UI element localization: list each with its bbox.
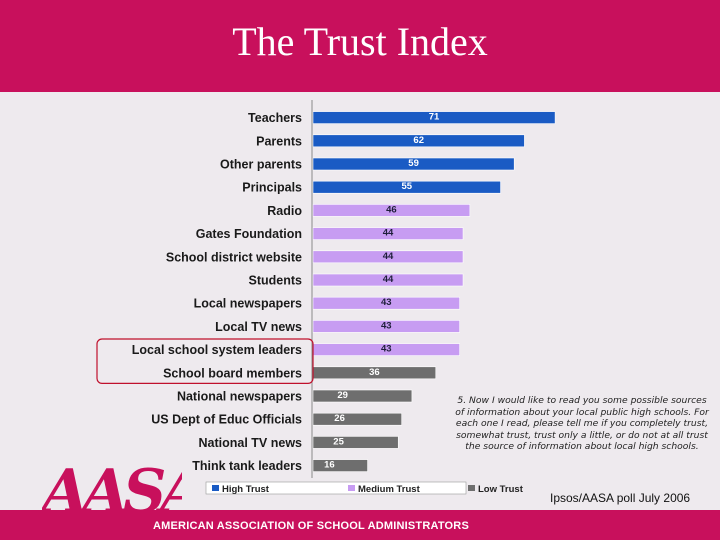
bar	[312, 296, 460, 310]
poll-credit: Ipsos/AASA poll July 2006	[550, 491, 691, 505]
category-label: Students	[249, 274, 303, 288]
category-label: Parents	[256, 134, 302, 148]
data-label: 43	[381, 297, 392, 308]
data-label: 44	[383, 274, 394, 285]
data-label: 44	[383, 228, 394, 239]
category-label: Teachers	[248, 111, 302, 125]
data-label: 46	[386, 204, 397, 215]
category-label: US Dept of Educ Officials	[151, 413, 302, 427]
category-label: Local school system leaders	[132, 343, 302, 357]
footer-bar	[0, 510, 720, 540]
data-label: 16	[324, 460, 335, 471]
category-label: National TV news	[199, 436, 303, 450]
data-label: 44	[383, 251, 394, 262]
category-label: School district website	[166, 250, 302, 264]
bar	[312, 157, 515, 171]
bar	[312, 273, 464, 287]
bar	[312, 389, 413, 403]
category-label: Radio	[267, 204, 302, 218]
category-label: Gates Foundation	[196, 227, 302, 241]
bar	[312, 227, 464, 240]
category-label: Think tank leaders	[192, 459, 302, 473]
slide-title: The Trust Index	[232, 19, 488, 64]
legend-swatch	[212, 485, 219, 491]
category-label: School board members	[163, 366, 302, 380]
data-label: 25	[333, 436, 344, 447]
data-label: 55	[401, 181, 412, 192]
category-label: National newspapers	[177, 390, 302, 404]
data-label: 71	[429, 112, 440, 123]
organization-name: AMERICAN ASSOCIATION OF SCHOOL ADMINISTR…	[153, 520, 469, 532]
bar	[312, 204, 471, 217]
bar	[312, 436, 399, 449]
bar	[312, 250, 464, 264]
highlight-box	[96, 338, 314, 385]
bar	[312, 459, 368, 472]
aasa-logo: AASA	[42, 457, 182, 527]
data-label: 29	[337, 390, 348, 401]
chart-panel: Teachers 71 Parents 62 Other parents 59 Princi…	[0, 92, 720, 510]
bar	[312, 412, 402, 426]
aasa-logo-letters: AASA	[42, 457, 182, 527]
legend-label: Low Trust	[478, 484, 524, 495]
data-label: 26	[334, 413, 345, 424]
survey-question: 5. Now I would like to read you some pos…	[455, 395, 709, 452]
legend-swatch	[348, 485, 355, 491]
category-label: Principals	[242, 181, 302, 195]
legend-label: Medium Trust	[358, 484, 421, 495]
category-label: Other parents	[220, 158, 302, 172]
legend-swatch	[468, 485, 475, 491]
data-label: 59	[408, 158, 419, 169]
trust-bar-chart: Teachers 71 Parents 62 Other parents 59 Princi…	[96, 100, 556, 495]
title-bar	[0, 0, 720, 92]
data-label: 43	[381, 344, 392, 355]
bar	[312, 180, 501, 194]
bar	[312, 320, 460, 333]
legend-label: High Trust	[222, 484, 270, 495]
data-label: 62	[413, 135, 424, 146]
legend-box	[205, 481, 467, 495]
data-label: 43	[381, 320, 392, 331]
bar	[312, 134, 525, 148]
category-label: Local newspapers	[194, 297, 302, 311]
bar	[312, 111, 556, 124]
category-label: Local TV news	[215, 320, 302, 334]
data-label: 36	[369, 367, 380, 378]
